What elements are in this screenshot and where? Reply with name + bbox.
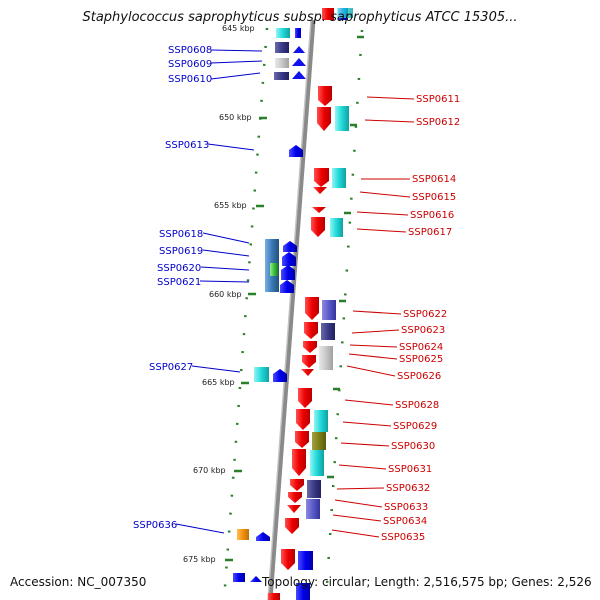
label-ssp0627[interactable]: SSP0627	[149, 362, 193, 373]
label-ssp0623[interactable]: SSP0623	[401, 325, 445, 336]
gene-ssp0624[interactable]	[303, 341, 317, 353]
gene-ssp0615[interactable]	[313, 187, 327, 194]
label-ssp0609[interactable]: SSP0609	[168, 59, 212, 70]
gene-ssp0614[interactable]	[314, 168, 346, 188]
label-ssp0617[interactable]: SSP0617	[408, 227, 452, 238]
gene-ssp0625[interactable]	[302, 346, 333, 370]
label-ssp0613[interactable]: SSP0613	[165, 140, 209, 151]
gene-ssp0616[interactable]	[312, 207, 326, 213]
label-ssp0619[interactable]: SSP0619	[159, 246, 203, 257]
left-label-lines	[175, 49, 263, 534]
gene-ssp0608[interactable]	[275, 42, 305, 53]
gene-ssp0629[interactable]	[296, 409, 328, 432]
label-ssp0612[interactable]: SSP0612	[416, 117, 460, 128]
map-title: Staphylococcus saprophyticus subsp. sapr…	[82, 10, 518, 25]
label-ssp0620[interactable]: SSP0620	[157, 263, 201, 274]
label-ssp0610[interactable]: SSP0610	[168, 74, 212, 85]
scale-label-650: 650 kbp	[219, 113, 252, 122]
label-ssp0615[interactable]: SSP0615	[412, 192, 456, 203]
label-ssp0636[interactable]: SSP0636	[133, 520, 177, 531]
label-ssp0625[interactable]: SSP0625	[399, 354, 443, 365]
gene-ssp0626[interactable]	[301, 369, 314, 376]
gene-ssp0628[interactable]	[298, 388, 312, 408]
gene-ssp0636[interactable]	[237, 529, 270, 541]
gene-bottom-left-partial[interactable]	[233, 573, 280, 600]
scale-label-660: 660 kbp	[209, 290, 242, 299]
genome-backbone	[267, 19, 316, 600]
label-ssp0624[interactable]: SSP0624	[399, 342, 443, 353]
gene-ssp0634[interactable]	[287, 505, 301, 513]
label-ssp0618[interactable]: SSP0618	[159, 229, 203, 240]
label-ssp0622[interactable]: SSP0622	[403, 309, 447, 320]
accession-text: Accession: NC_007350	[10, 575, 147, 589]
label-ssp0626[interactable]: SSP0626	[397, 371, 441, 382]
gene-top-left-partial[interactable]	[276, 28, 301, 38]
label-ssp0616[interactable]: SSP0616	[410, 210, 454, 221]
gene-ssp0617[interactable]	[311, 217, 343, 237]
label-ssp0631[interactable]: SSP0631	[388, 464, 432, 475]
gene-ssp0611[interactable]	[318, 86, 332, 106]
gene-ssp0609[interactable]	[275, 46, 306, 68]
label-ssp0608[interactable]: SSP0608	[168, 45, 212, 56]
scale-label-675: 675 kbp	[183, 555, 216, 564]
gene-bottom-right-partial[interactable]	[281, 549, 313, 600]
label-ssp0632[interactable]: SSP0632	[386, 483, 430, 494]
label-ssp0621[interactable]: SSP0621	[157, 277, 201, 288]
gene-ssp0631[interactable]	[292, 449, 324, 476]
gene-ssp0618-0621-cluster[interactable]	[265, 239, 297, 293]
left-gene-labels[interactable]: SSP0608 SSP0609 SSP0610 SSP0613 SSP0618 …	[133, 45, 212, 531]
scale-label-645: 645 kbp	[222, 24, 255, 33]
gene-ssp0627[interactable]	[254, 367, 287, 382]
gene-ssp0632[interactable]	[290, 479, 321, 498]
gene-ssp0623[interactable]	[304, 322, 335, 340]
label-ssp0611[interactable]: SSP0611	[416, 94, 460, 105]
right-label-lines	[331, 96, 415, 538]
label-ssp0633[interactable]: SSP0633	[384, 502, 428, 513]
label-ssp0614[interactable]: SSP0614	[412, 174, 456, 185]
gene-ssp0635[interactable]	[285, 518, 299, 534]
right-gene-labels[interactable]: SSP0611 SSP0612 SSP0614 SSP0615 SSP0616 …	[381, 94, 460, 543]
label-ssp0628[interactable]: SSP0628	[395, 400, 439, 411]
scale-label-670: 670 kbp	[193, 466, 226, 475]
gene-ssp0612[interactable]	[317, 106, 349, 131]
gene-ssp0610[interactable]	[274, 71, 306, 80]
gene-ssp0613[interactable]	[289, 145, 303, 157]
label-ssp0635[interactable]: SSP0635	[381, 532, 425, 543]
label-ssp0630[interactable]: SSP0630	[391, 441, 435, 452]
footer-bar: Accession: NC_007350 Topology: circular;…	[0, 572, 600, 592]
gene-top-partial[interactable]	[322, 8, 353, 20]
scale-label-655: 655 kbp	[214, 201, 247, 210]
major-ticks	[225, 35, 364, 562]
label-ssp0629[interactable]: SSP0629	[393, 421, 437, 432]
label-ssp0634[interactable]: SSP0634	[383, 516, 427, 527]
genome-info-text: Topology: circular; Length: 2,516,575 bp…	[262, 575, 592, 589]
gene-ssp0630[interactable]	[295, 431, 326, 450]
gene-ssp0633[interactable]	[288, 492, 320, 519]
scale-label-665: 665 kbp	[202, 378, 235, 387]
gene-ssp0622[interactable]	[305, 297, 336, 320]
